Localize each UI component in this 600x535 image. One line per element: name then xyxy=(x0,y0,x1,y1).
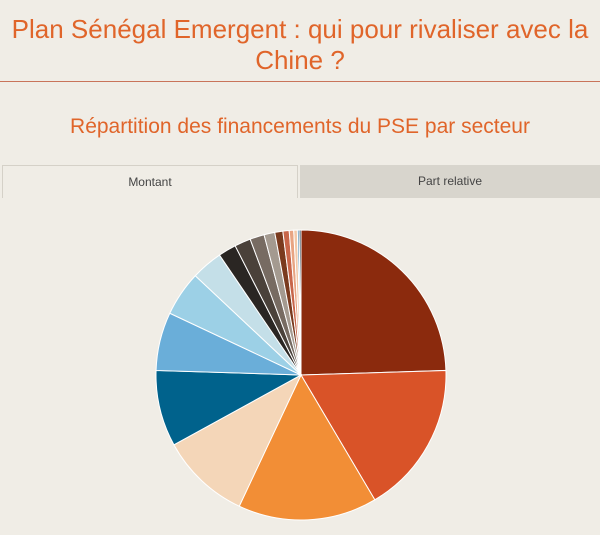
pie-slice-18[interactable] xyxy=(298,229,302,376)
page-title: Plan Sénégal Emergent : qui pour rivalis… xyxy=(11,14,589,75)
title-divider xyxy=(0,81,600,82)
chart-title: Répartition des financements du PSE par … xyxy=(70,115,530,138)
pie-slice-4[interactable] xyxy=(173,373,303,507)
pie-chart xyxy=(155,229,447,521)
chart-tabs: Montant Part relative xyxy=(0,165,600,198)
pie-chart-area xyxy=(0,198,600,535)
tab-part-relative[interactable]: Part relative xyxy=(300,165,600,198)
tab-montant[interactable]: Montant xyxy=(2,165,298,198)
pie-slice-2[interactable] xyxy=(300,369,447,501)
pie-slice-1[interactable] xyxy=(300,229,447,376)
pie-slice-3[interactable] xyxy=(238,373,376,521)
